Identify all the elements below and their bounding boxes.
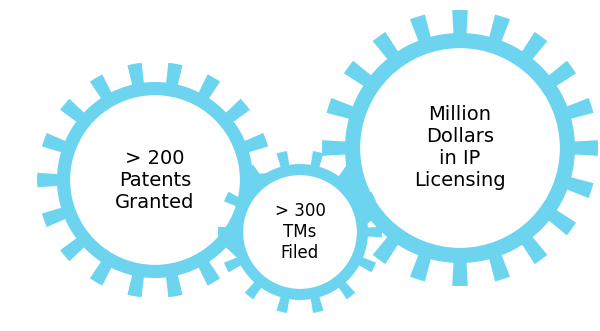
Text: > 300
TMs
Filed: > 300 TMs Filed (275, 202, 325, 262)
Polygon shape (37, 63, 273, 297)
Polygon shape (218, 151, 382, 313)
Circle shape (240, 172, 360, 292)
Circle shape (67, 92, 243, 268)
Polygon shape (322, 10, 598, 286)
Text: > 200
Patents
Granted: > 200 Patents Granted (115, 149, 194, 212)
Circle shape (357, 45, 563, 251)
Text: Million
Dollars
in IP
Licensing: Million Dollars in IP Licensing (414, 106, 506, 191)
